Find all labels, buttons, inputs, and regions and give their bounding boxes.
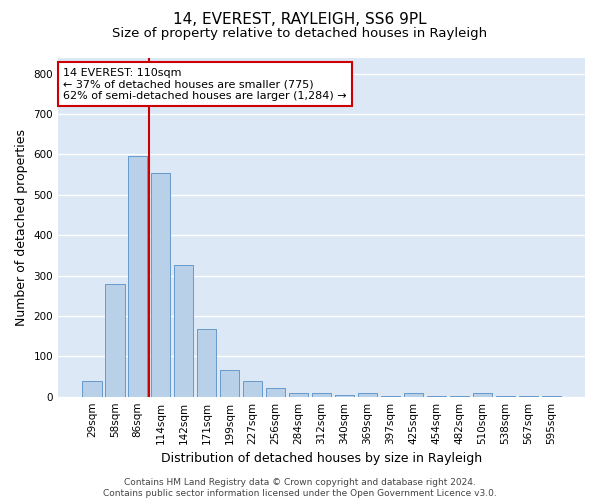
Text: 14 EVEREST: 110sqm
← 37% of detached houses are smaller (775)
62% of semi-detach: 14 EVEREST: 110sqm ← 37% of detached hou…	[64, 68, 347, 101]
Bar	[266, 388, 286, 396]
Text: 14, EVEREST, RAYLEIGH, SS6 9PL: 14, EVEREST, RAYLEIGH, SS6 9PL	[173, 12, 427, 28]
Bar	[197, 329, 217, 396]
Text: Contains HM Land Registry data © Crown copyright and database right 2024.
Contai: Contains HM Land Registry data © Crown c…	[103, 478, 497, 498]
Bar	[289, 392, 308, 396]
Bar	[335, 394, 354, 396]
Bar	[151, 174, 170, 396]
Bar	[404, 393, 423, 396]
Bar	[473, 392, 492, 396]
X-axis label: Distribution of detached houses by size in Rayleigh: Distribution of detached houses by size …	[161, 452, 482, 465]
Bar	[128, 156, 148, 396]
Bar	[220, 370, 239, 396]
Y-axis label: Number of detached properties: Number of detached properties	[15, 128, 28, 326]
Bar	[105, 284, 125, 397]
Text: Size of property relative to detached houses in Rayleigh: Size of property relative to detached ho…	[112, 28, 488, 40]
Bar	[82, 382, 101, 396]
Bar	[358, 392, 377, 396]
Bar	[312, 394, 331, 396]
Bar	[174, 266, 193, 396]
Bar	[243, 382, 262, 396]
